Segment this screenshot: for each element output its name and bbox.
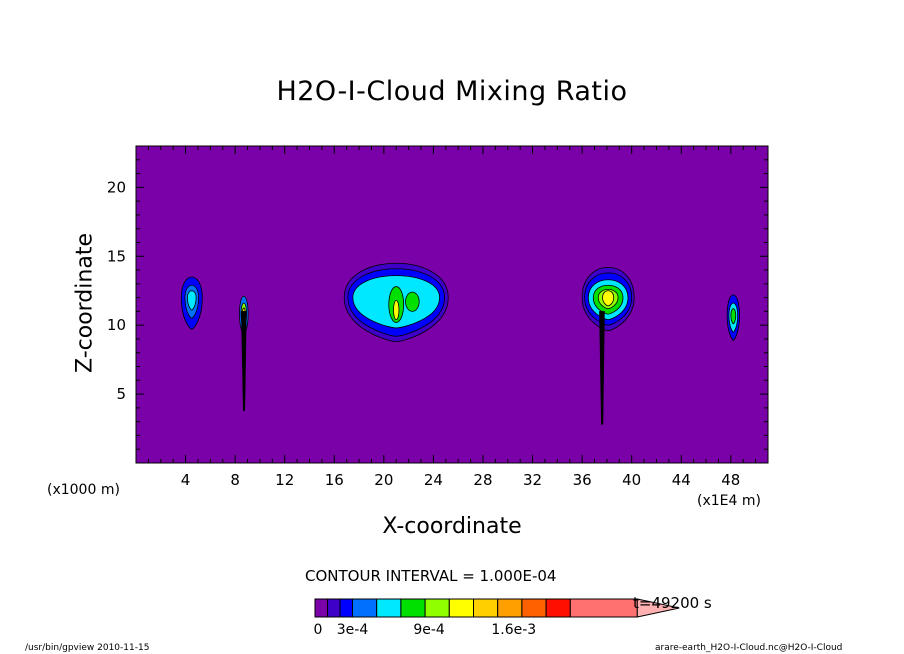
plot-frame (135, 145, 769, 464)
y-ticks: 5 10 15 20 (107, 159, 768, 450)
cloud-x21-core-2 (393, 299, 400, 321)
cloud-x21-core-1 (405, 291, 420, 312)
chart-title: H2O-I-Cloud Mixing Ratio (276, 76, 628, 107)
colorbar-box-4 (376, 598, 402, 618)
x-tick-label: 4 (181, 471, 191, 489)
colorbar-box-7 (448, 598, 474, 618)
cloud-x21 (343, 262, 449, 343)
colorbar-box-10 (521, 598, 547, 618)
y-tick-label: 15 (107, 247, 126, 265)
footer-left: /usr/bin/gpview 2010-11-15 (25, 643, 150, 653)
colorbar-label: 0 (314, 622, 323, 638)
colorbar-box-8 (473, 598, 499, 618)
x-tick-label: 12 (275, 471, 294, 489)
y-tick-label: 20 (107, 178, 126, 196)
stems (241, 311, 605, 425)
x-unit-left: (x1000 m) (47, 482, 120, 498)
cloud-x38-level-5 (602, 290, 615, 307)
x-tick-label: 28 (473, 471, 492, 489)
x-tick-label: 24 (424, 471, 443, 489)
x-tick-label: 20 (374, 471, 393, 489)
cloud-x5 (180, 276, 203, 330)
y-tick-label: 10 (107, 316, 126, 334)
stem-1 (599, 311, 605, 425)
cloud-x48 (726, 294, 740, 341)
x-ticks: 4 8 12 16 20 24 28 32 36 40 44 48 (147, 146, 757, 489)
colorbar-box-1 (327, 598, 341, 618)
cloud-x5-level-2 (187, 290, 197, 311)
footer-right: arare-earth_H2O-I-Cloud.nc@H2O-I-Cloud (655, 643, 843, 653)
colorbar-label: 1.6e-3 (491, 622, 536, 638)
y-axis-label: Z-coordinate (72, 233, 98, 373)
colorbar-box-2 (339, 598, 353, 618)
time-label: t=49200 s (633, 594, 712, 612)
colorbar-box-12 (569, 598, 638, 618)
x-tick-label: 8 (230, 471, 240, 489)
colorbar-box-9 (497, 598, 523, 618)
x-tick-label: 40 (622, 471, 641, 489)
stem-0 (241, 311, 247, 411)
colorbar-box-6 (424, 598, 450, 618)
contour-interval-label: CONTOUR INTERVAL = 1.000E-04 (305, 567, 557, 585)
x-axis-label: X-coordinate (382, 514, 522, 539)
colorbar-label: 3e-4 (337, 622, 369, 638)
colorbar-label: 9e-4 (413, 622, 445, 638)
plot-background (136, 146, 768, 463)
colorbar-box-11 (545, 598, 571, 618)
colorbar-box-5 (400, 598, 426, 618)
colorbar-arrow (636, 598, 680, 618)
x-tick-label: 36 (573, 471, 592, 489)
x-tick-label: 48 (721, 471, 740, 489)
x-tick-label: 44 (672, 471, 691, 489)
x-tick-label: 32 (523, 471, 542, 489)
colorbar: 0 3e-4 9e-4 1.6e-3 (314, 598, 680, 638)
x-tick-label: 16 (325, 471, 344, 489)
x-unit-right: (x1E4 m) (697, 493, 761, 509)
colorbar-box-3 (352, 598, 378, 618)
colorbar-box-0 (314, 598, 328, 618)
cloud-x38 (581, 266, 635, 332)
y-tick-label: 5 (116, 385, 126, 403)
cloud-x48-level-2 (730, 308, 737, 325)
